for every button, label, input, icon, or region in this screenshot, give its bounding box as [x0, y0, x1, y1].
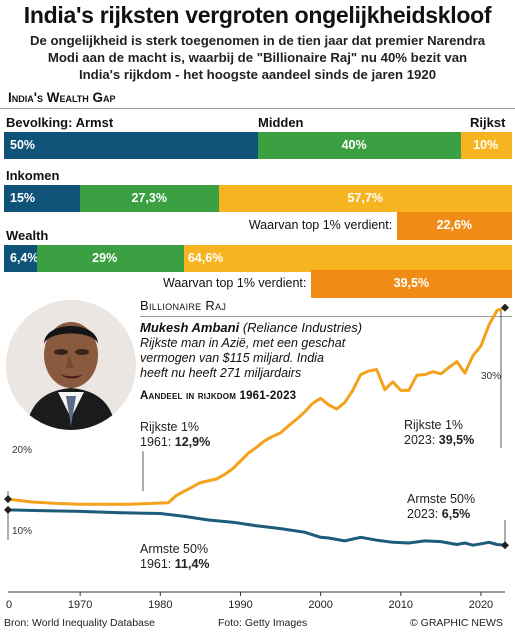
billionaire-company: (Reliance Industries) — [242, 320, 363, 335]
y-tick-label-20: 20% — [12, 445, 32, 456]
top-end-value: 39,5% — [438, 433, 475, 447]
footer-photo-credit: Foto: Getty Images — [218, 617, 308, 629]
billionaire-desc-line-1: Rijkste man in Azië, met een geschat — [140, 336, 346, 350]
y-tick-label-10: 10% — [12, 526, 32, 537]
bar-label-inkomen-midden: 27,3% — [131, 191, 167, 205]
top1-note-wealth: Waarvan top 1% verdient: — [159, 276, 310, 290]
line-chart-title: Aandeel in rijkdom 1961-2023 — [140, 390, 297, 402]
bottom-start-year: 1961: — [140, 557, 175, 571]
top-start-annotation: Rijkste 1% 1961: 12,9% — [140, 420, 210, 450]
marker-bottom-end — [501, 541, 509, 550]
billionaire-desc-line-3: heeft nu heeft 271 miljardairs — [140, 366, 302, 380]
top1-value-inkomen: 22,6% — [436, 218, 473, 232]
bottom-end-line: 2023: 6,5% — [407, 507, 475, 522]
income-bar: 15% 27,3% 57,7% — [4, 185, 512, 212]
y-tick-label-0: 0 — [6, 599, 12, 610]
footer-copyright: © GRAPHIC NEWS — [410, 617, 503, 629]
bar-label-inkomen-armst: 15% — [10, 191, 36, 205]
bar-label-bevolking-rijkst: 10% — [473, 138, 499, 152]
subtitle-line-2: Modi aan de macht is, waarbij de "Billio… — [47, 50, 468, 65]
x-tick-label-2010: 2010 — [389, 599, 413, 610]
bar-segment-inkomen-armst — [4, 185, 81, 212]
marker-bottom-start — [4, 505, 12, 514]
bar-label-wealth-armst: 6,4% — [10, 251, 39, 265]
billionaire-description: Rijkste man in Azië, met een geschat ver… — [140, 336, 345, 381]
top-start-line: 1961: 12,9% — [140, 435, 210, 450]
bottom-end-annotation: Armste 50% 2023: 6,5% — [407, 492, 475, 522]
top1-value-wealth: 39,5% — [393, 276, 430, 290]
bar-segment-bevolking-armst — [4, 132, 258, 159]
bar-segment-inkomen-rijkst — [218, 185, 512, 212]
bar-segment-bevolking-midden — [258, 132, 462, 159]
population-bar: 50% 40% 10% — [4, 132, 512, 159]
bar-label-bevolking-armst: 50% — [10, 138, 36, 152]
bottom-start-label: Armste 50% — [140, 542, 209, 556]
population-rijkst-label: Rijkst — [470, 115, 506, 130]
population-midden-label: Midden — [258, 115, 304, 130]
top-end-line: 2023: 39,5% — [404, 433, 474, 448]
x-tick-label-1990: 1990 — [228, 599, 252, 610]
bar-label-inkomen-rijkst: 57,7% — [347, 191, 383, 205]
bar-label-wealth-midden: 29% — [92, 251, 118, 265]
subtitle-line-3: India's rijkdom - het hoogste aandeel si… — [78, 67, 437, 82]
bar-segment-bevolking-rijkst — [461, 132, 512, 159]
line-chart: 1970 1980 1990 2000 2010 2020 0 10% 20% 30% — [4, 303, 509, 610]
bar-label-bevolking-midden: 40% — [341, 138, 367, 152]
billionaire-desc-line-2: vermogen van $115 miljard. India — [140, 351, 324, 365]
bar-segment-wealth-rijkst — [183, 245, 512, 272]
income-top1-row: 22,6% Waarvan top 1% verdient: — [0, 212, 515, 240]
billionaire-name-line: Mukesh Ambani (Reliance Industries) — [140, 320, 362, 335]
portrait-illustration — [6, 300, 136, 430]
bar-label-wealth-rijkst: 64,6% — [187, 251, 224, 265]
population-label: Bevolking: Armst — [6, 115, 113, 130]
page-title: India's rijksten vergroten ongelijkheids… — [23, 2, 492, 28]
bottom-end-value: 6,5% — [441, 507, 471, 521]
population-title: Bevolking: — [6, 115, 73, 130]
bar-segment-wealth-armst — [4, 245, 37, 272]
bottom-end-label: Armste 50% — [407, 492, 476, 506]
bottom-end-year: 2023: — [407, 507, 442, 521]
income-label: Inkomen — [6, 168, 60, 183]
bottom-start-line: 1961: 11,4% — [140, 557, 210, 572]
bottom-start-value: 11,4% — [174, 557, 210, 571]
wealth-top1-row: 39,5% Waarvan top 1% verdient: — [0, 270, 515, 298]
top1-bar-wealth — [311, 270, 512, 298]
wealth-label: Wealth — [6, 228, 49, 243]
top-end-annotation: Rijkste 1% 2023: 39,5% — [404, 418, 474, 448]
top-start-value: 12,9% — [174, 435, 211, 449]
x-tick-label-1980: 1980 — [148, 599, 172, 610]
page-subtitle: De ongelijkheid is sterk toegenomen in d… — [0, 32, 515, 83]
section-divider — [0, 108, 515, 109]
x-tick-label-2000: 2000 — [308, 599, 332, 610]
y-tick-label-30: 30% — [481, 371, 501, 382]
bottom-start-annotation: Armste 50% 1961: 11,4% — [140, 542, 210, 572]
bar-segment-inkomen-midden — [80, 185, 219, 212]
footer-source: Bron: World Inequality Database — [4, 617, 155, 629]
population-armst-label: Armst — [75, 115, 114, 130]
marker-top-start — [4, 495, 12, 504]
wealth-bar: 6,4% 29% 64,6% — [4, 245, 512, 272]
billionaire-name: Mukesh Ambani — [140, 320, 240, 335]
marker-top-end — [501, 303, 509, 312]
wealth-gap-header: India's Wealth Gap — [8, 90, 116, 105]
series-line-rijkste-1pct — [7, 306, 506, 506]
bar-segment-wealth-midden — [36, 245, 184, 272]
top1-bar-inkomen — [397, 212, 512, 240]
x-tick-label-2020: 2020 — [469, 599, 493, 610]
billionaire-divider — [140, 316, 512, 317]
series-line-armste-50pct — [7, 508, 506, 547]
top-start-year: 1961: — [140, 435, 175, 449]
top-start-label: Rijkste 1% — [140, 420, 200, 434]
subtitle-line-1: De ongelijkheid is sterk toegenomen in d… — [29, 33, 486, 48]
leader-top-end — [500, 307, 506, 448]
top-end-year: 2023: — [404, 433, 439, 447]
top1-note-inkomen: Waarvan top 1% verdient: — [245, 218, 396, 232]
x-tick-label-1970: 1970 — [68, 599, 92, 610]
billionaire-header: Billionaire Raj — [140, 298, 227, 313]
top-end-label: Rijkste 1% — [404, 418, 464, 432]
ambani-photo — [6, 300, 136, 430]
